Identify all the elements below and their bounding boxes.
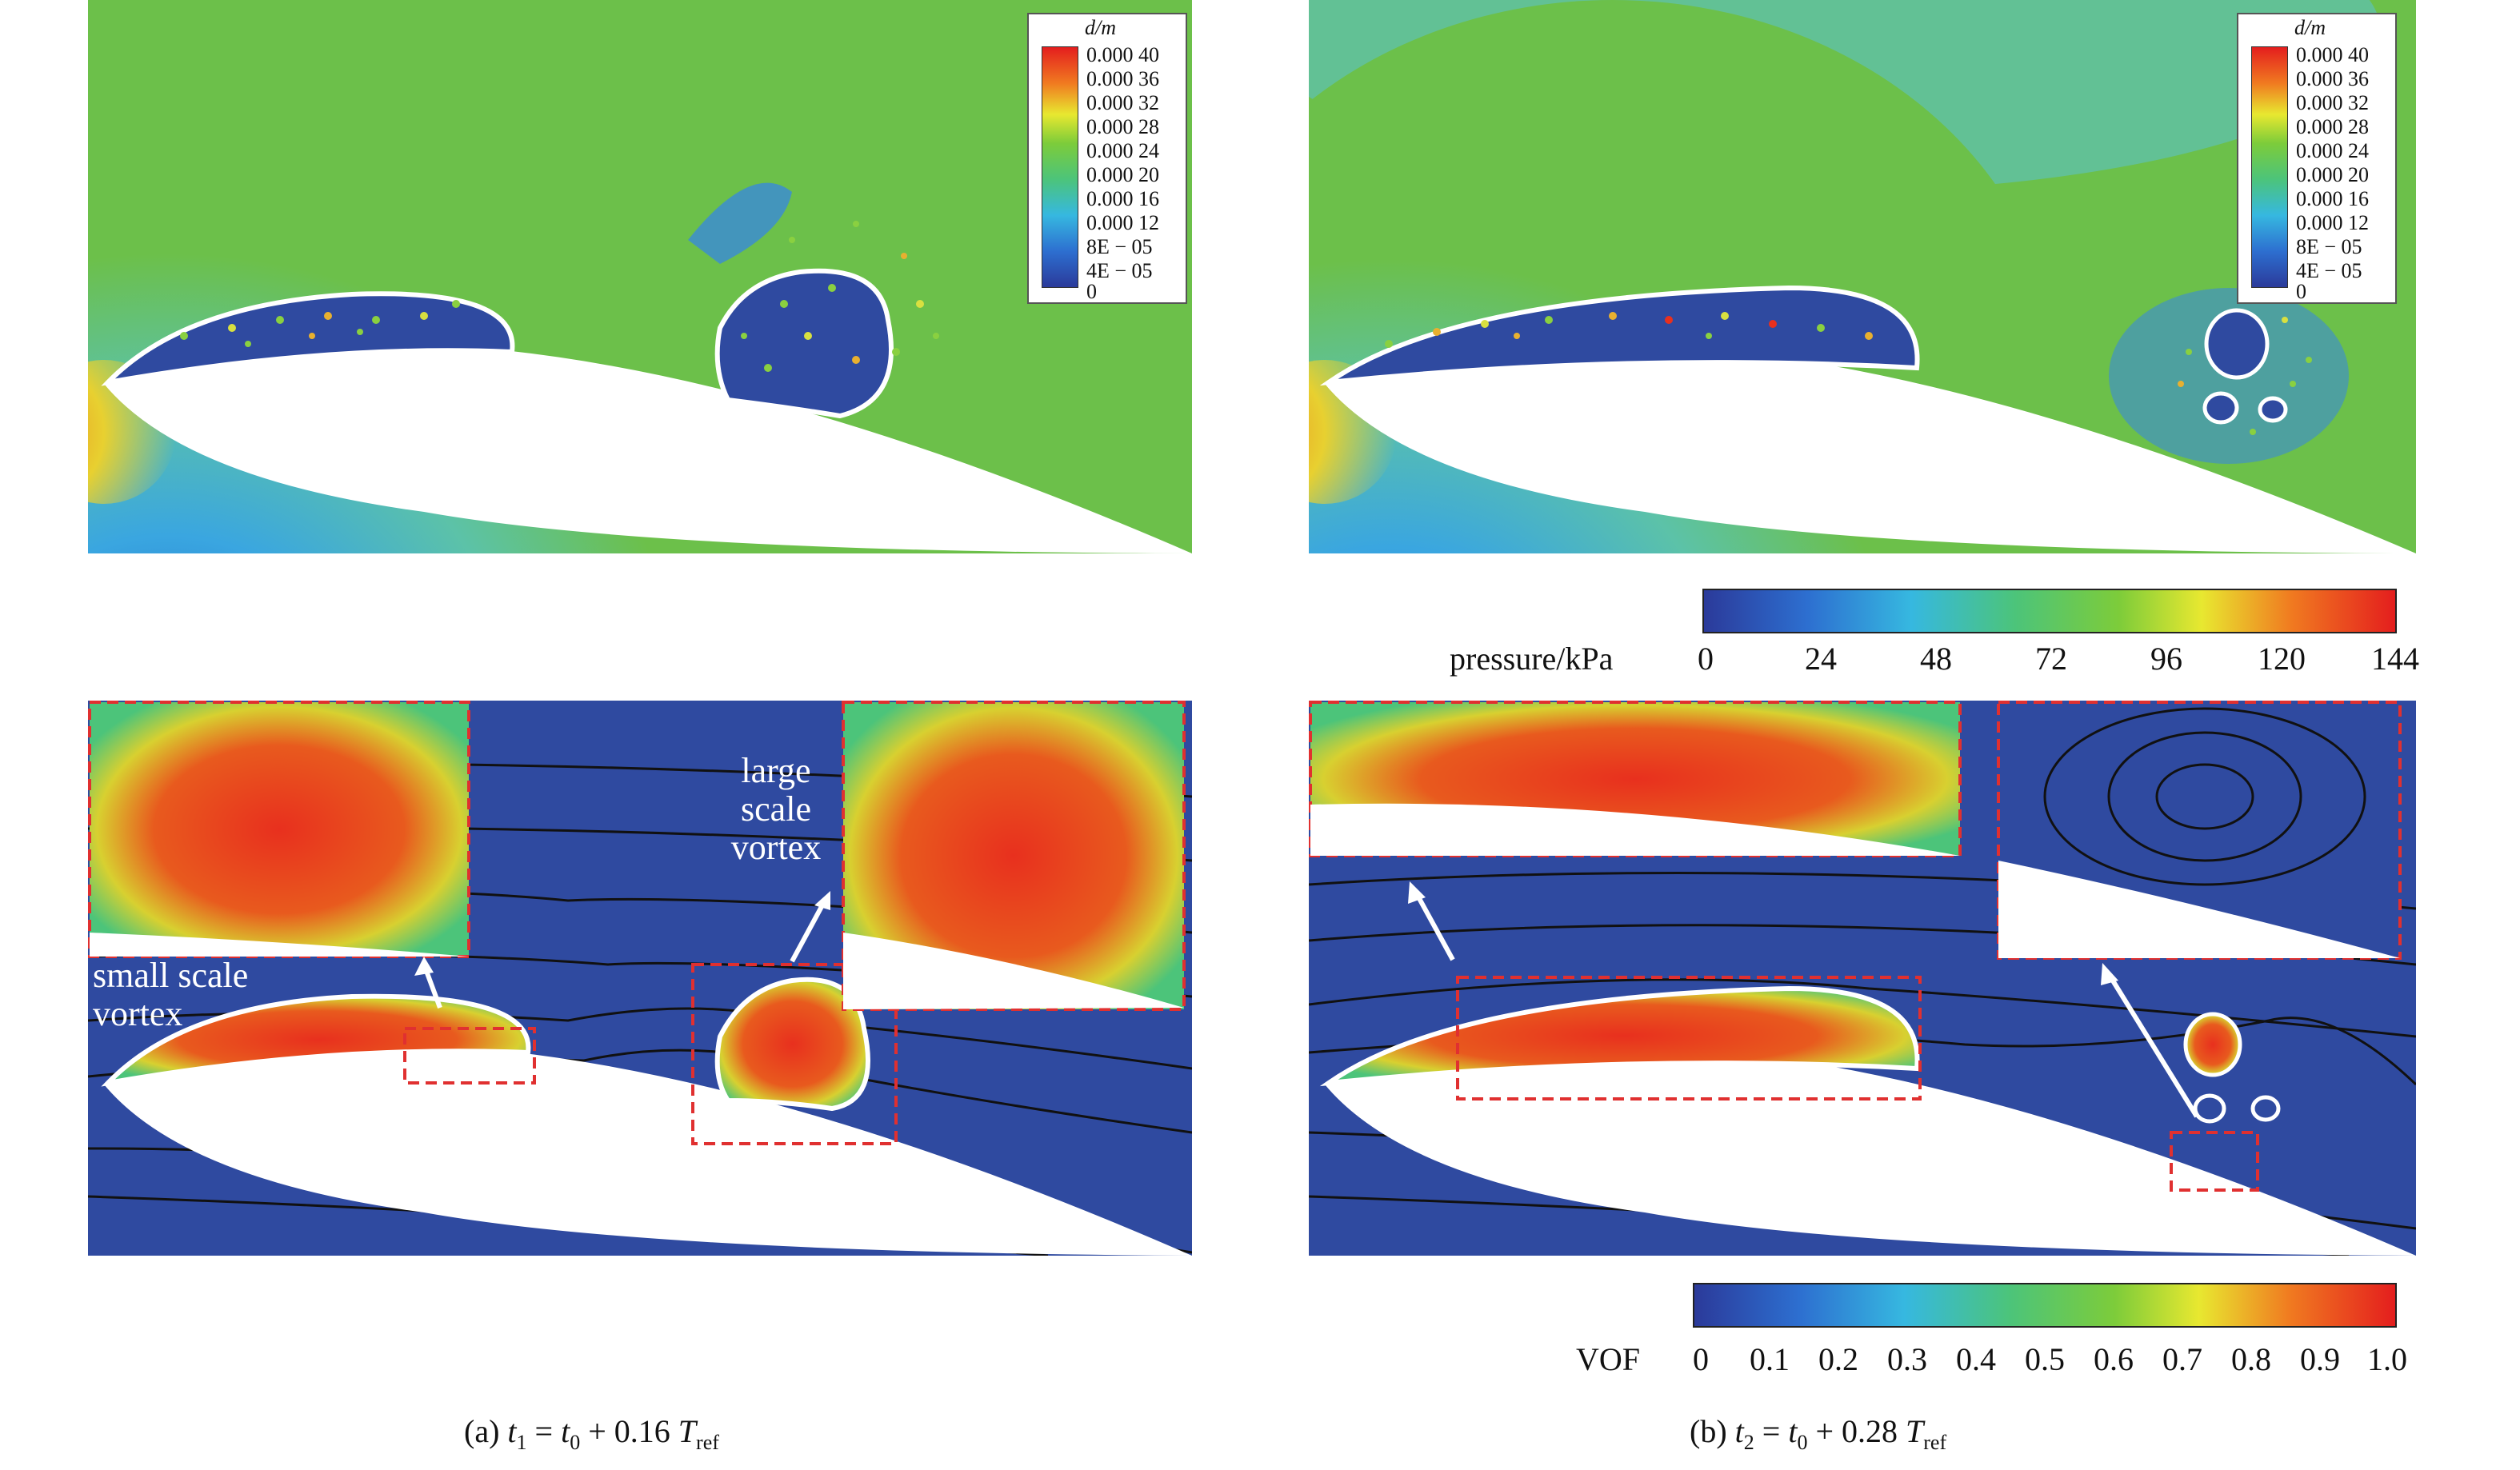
legend-label: 0.000 32 <box>2296 91 2369 114</box>
caption-a: (a) t1 = t0 + 0.16 Tref <box>464 1412 719 1455</box>
vof-colorbar-title: VOF <box>1576 1341 1641 1377</box>
diameter-legend-left: d/m 0.000 40 0.000 36 0.000 32 0.000 28 … <box>1027 13 1187 304</box>
arrow <box>1414 891 2199 1118</box>
caption-sub: 2 <box>1743 1431 1754 1454</box>
legend-label: 0.000 36 <box>1086 67 1159 90</box>
legend-title: d/m <box>1085 16 1116 39</box>
legend-label: 0.000 20 <box>2296 163 2369 186</box>
droplet-particles <box>180 221 939 372</box>
caption-var: t <box>1734 1413 1744 1449</box>
caption-prefix: (b) <box>1690 1413 1735 1449</box>
legend-color-swatch <box>2251 46 2288 288</box>
annotation-line: large <box>741 751 811 790</box>
legend-label: 0.000 24 <box>2296 139 2369 162</box>
caption-sub: 0 <box>570 1431 581 1454</box>
vof-tick: 0.4 <box>1956 1341 1996 1377</box>
annotation-line: vortex <box>730 828 822 867</box>
legend-label: 0.000 32 <box>1086 91 1159 114</box>
pressure-colorbar <box>1702 589 2397 633</box>
caption-rest: + 0.16 <box>580 1413 678 1449</box>
pressure-tick: 48 <box>1920 641 1952 677</box>
legend-label: 4E − 05 <box>2296 259 2362 282</box>
vof-tick: 0 <box>1693 1341 1709 1377</box>
vof-tick: 0.9 <box>2300 1341 2340 1377</box>
caption-sub: 0 <box>1797 1431 1808 1454</box>
pressure-colorbar-title: pressure/kPa <box>1450 641 1614 677</box>
caption-eq: = <box>526 1413 562 1449</box>
legend-label: 0.000 16 <box>1086 187 1159 210</box>
legend-label: 8E − 05 <box>1086 235 1153 258</box>
vof-tick: 0.5 <box>2025 1341 2065 1377</box>
bottom-left-vof-plot <box>88 701 1192 1256</box>
vof-tick: 1.0 <box>2367 1341 2407 1377</box>
vof-tick: 0.2 <box>1818 1341 1858 1377</box>
vof-tick: 0.7 <box>2162 1341 2202 1377</box>
pressure-tick: 120 <box>2258 641 2306 677</box>
airfoil <box>104 1043 1192 1256</box>
caption-var: t <box>561 1413 570 1449</box>
arrow-head <box>2101 963 2118 985</box>
caption-rest: + 0.28 <box>1807 1413 1906 1449</box>
legend-label: 0 <box>1086 280 1097 303</box>
legend-label: 0.000 12 <box>2296 211 2369 234</box>
vof-tick: 0.8 <box>2231 1341 2271 1377</box>
large-vortex-label: large scale vortex <box>704 752 848 867</box>
arrow-head <box>1408 881 1426 904</box>
legend-color-swatch <box>1042 46 1078 288</box>
legend-title: d/m <box>2294 16 2326 39</box>
caption-prefix: (a) <box>464 1413 508 1449</box>
annotation-line: scale <box>741 789 811 829</box>
vof-tick: 0.3 <box>1887 1341 1927 1377</box>
caption-var: t <box>1788 1413 1798 1449</box>
bottom-right-vof-plot <box>1309 701 2416 1256</box>
top-left-field-plot <box>88 0 1192 553</box>
vof-tick: 0.6 <box>2094 1341 2134 1377</box>
caption-sub: 1 <box>516 1431 527 1454</box>
legend-label: 0.000 28 <box>1086 115 1159 138</box>
annotation-line: vortex <box>93 994 183 1033</box>
droplet-particles <box>1385 312 2312 435</box>
top-right-field-plot <box>1309 0 2416 553</box>
pressure-tick: 72 <box>2035 641 2067 677</box>
diameter-legend-right: d/m 0.000 40 0.000 36 0.000 32 0.000 28 … <box>2237 13 2397 304</box>
caption-sub: ref <box>696 1431 719 1454</box>
vof-tick: 0.1 <box>1750 1341 1790 1377</box>
legend-label: 0.000 40 <box>1086 43 1159 66</box>
arrow-head <box>414 957 434 976</box>
legend-label: 0.000 28 <box>2296 115 2369 138</box>
airfoil <box>1325 1043 2416 1256</box>
caption-b: (b) t2 = t0 + 0.28 Tref <box>1690 1412 1946 1455</box>
arrow <box>790 901 826 963</box>
caption-var: t <box>507 1413 517 1449</box>
pressure-tick: 144 <box>2371 641 2419 677</box>
pressure-tick: 24 <box>1805 641 1837 677</box>
legend-label: 0 <box>2296 280 2306 303</box>
legend-label: 0.000 12 <box>1086 211 1159 234</box>
small-vortex-label: small scale vortex <box>93 957 248 1033</box>
legend-label: 8E − 05 <box>2296 235 2362 258</box>
caption-var: T <box>1906 1413 1924 1449</box>
pressure-tick: 0 <box>1698 641 1714 677</box>
legend-label: 4E − 05 <box>1086 259 1153 282</box>
caption-eq: = <box>1754 1413 1789 1449</box>
caption-sub: ref <box>1923 1431 1947 1454</box>
legend-label: 0.000 20 <box>1086 163 1159 186</box>
airfoil <box>1325 342 2416 553</box>
pressure-tick: 96 <box>2150 641 2182 677</box>
caption-var: T <box>678 1413 697 1449</box>
arrow-head <box>814 891 830 910</box>
legend-label: 0.000 36 <box>2296 67 2369 90</box>
legend-label: 0.000 40 <box>2296 43 2369 66</box>
vof-colorbar <box>1693 1283 2397 1328</box>
annotation-line: small scale <box>93 956 249 995</box>
airfoil <box>104 342 1192 553</box>
legend-label: 0.000 16 <box>2296 187 2369 210</box>
legend-label: 0.000 24 <box>1086 139 1159 162</box>
